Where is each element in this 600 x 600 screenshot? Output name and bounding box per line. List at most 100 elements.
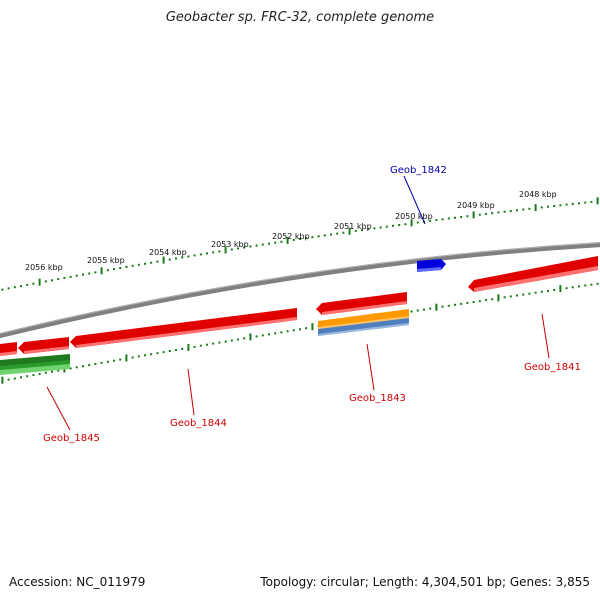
gene-geob-1845[interactable] (18, 337, 69, 354)
gene-geob-1843[interactable] (316, 292, 407, 315)
minor-tick (69, 275, 72, 278)
minor-tick (156, 352, 159, 355)
minor-tick (168, 258, 171, 261)
feature-green-bars[interactable] (0, 354, 70, 375)
minor-tick (94, 363, 97, 365)
minor-tick (137, 355, 140, 358)
minor-tick (175, 257, 177, 260)
minor-tick (466, 301, 469, 304)
minor-tick (274, 241, 277, 244)
label-geob-1844[interactable]: Geob_1844 (170, 418, 227, 429)
minor-tick (379, 226, 382, 229)
minor-tick (193, 254, 196, 257)
minor-tick (119, 358, 122, 361)
minor-tick (88, 364, 91, 367)
minor-tick (249, 245, 252, 248)
major-tick (187, 343, 190, 351)
major-tick (596, 197, 599, 205)
minor-tick (584, 201, 587, 204)
minor-tick (274, 332, 277, 335)
minor-tick (547, 205, 549, 208)
label-geob-1842[interactable]: Geob_1842 (390, 165, 447, 176)
connector-geob-1843 (366, 343, 375, 391)
connector-geob-1841 (541, 313, 550, 359)
feature-orange-bar[interactable] (318, 309, 409, 329)
minor-tick (94, 271, 97, 274)
minor-tick (13, 377, 16, 380)
gene-fragment-left[interactable] (0, 342, 17, 356)
minor-tick (32, 374, 35, 377)
label-geob-1843[interactable]: Geob_1843 (349, 393, 406, 404)
minor-tick (454, 216, 456, 219)
inner-tick-track (1, 282, 599, 384)
minor-tick (553, 205, 556, 207)
gene-geob-1844[interactable] (70, 308, 297, 348)
minor-tick (125, 266, 128, 268)
accession-text: Accession: NC_011979 (9, 575, 146, 589)
minor-tick (478, 213, 481, 216)
minor-tick (485, 299, 487, 302)
minor-tick (230, 339, 233, 342)
tick-label-2054: 2054 kbp (149, 248, 187, 257)
minor-tick (199, 344, 202, 347)
minor-tick (565, 203, 568, 206)
major-tick (162, 256, 165, 264)
minor-tick (497, 211, 500, 214)
minor-tick (373, 227, 376, 230)
minor-tick (181, 256, 184, 259)
minor-tick (578, 202, 580, 205)
minor-tick (144, 262, 146, 265)
minor-tick (503, 210, 506, 213)
minor-tick (13, 286, 16, 289)
minor-tick (280, 331, 283, 334)
minor-tick (299, 328, 301, 331)
minor-tick (441, 305, 444, 308)
major-tick (410, 219, 413, 227)
label-geob-1845[interactable]: Geob_1845 (43, 433, 100, 444)
minor-tick (193, 345, 196, 348)
tick-label-2049: 2049 kbp (457, 201, 495, 210)
genome-summary-text: Topology: circular; Length: 4,304,501 bp… (260, 575, 590, 589)
minor-tick (491, 298, 494, 301)
minor-tick (330, 233, 332, 236)
minor-tick (317, 235, 320, 238)
minor-tick (144, 354, 146, 357)
minor-tick (32, 282, 35, 285)
label-geob-1841[interactable]: Geob_1841 (524, 362, 581, 373)
minor-tick (150, 261, 153, 264)
minor-tick (534, 291, 537, 294)
minor-tick (224, 340, 227, 343)
minor-tick (485, 212, 487, 215)
minor-tick (466, 215, 469, 218)
minor-tick (156, 260, 159, 263)
tick-label-2052: 2052 kbp (272, 232, 310, 241)
gene-geob-1842[interactable] (417, 259, 446, 272)
minor-tick (175, 349, 177, 351)
minor-tick (578, 285, 580, 288)
minor-tick (212, 251, 215, 254)
minor-tick (206, 343, 208, 346)
minor-tick (75, 274, 78, 277)
minor-tick (299, 238, 301, 240)
major-tick (224, 246, 227, 254)
minor-tick (410, 310, 413, 313)
feature-steel-bar[interactable] (318, 318, 409, 336)
minor-tick (423, 308, 425, 311)
minor-tick (553, 289, 556, 291)
tick-label-2055: 2055 kbp (87, 256, 125, 265)
minor-tick (119, 267, 122, 269)
minor-tick (137, 263, 140, 266)
minor-tick (491, 212, 494, 215)
major-tick (311, 323, 314, 331)
connector-geob-1842 (403, 175, 426, 225)
major-tick (497, 294, 500, 302)
minor-tick (478, 300, 481, 303)
minor-tick (75, 366, 78, 369)
connector-geob-1844 (187, 368, 195, 416)
major-tick (534, 204, 537, 212)
minor-tick (38, 373, 41, 375)
gene-geob-1841[interactable] (468, 256, 598, 292)
minor-tick (82, 273, 84, 276)
minor-tick (100, 361, 103, 364)
minor-tick (559, 204, 562, 207)
